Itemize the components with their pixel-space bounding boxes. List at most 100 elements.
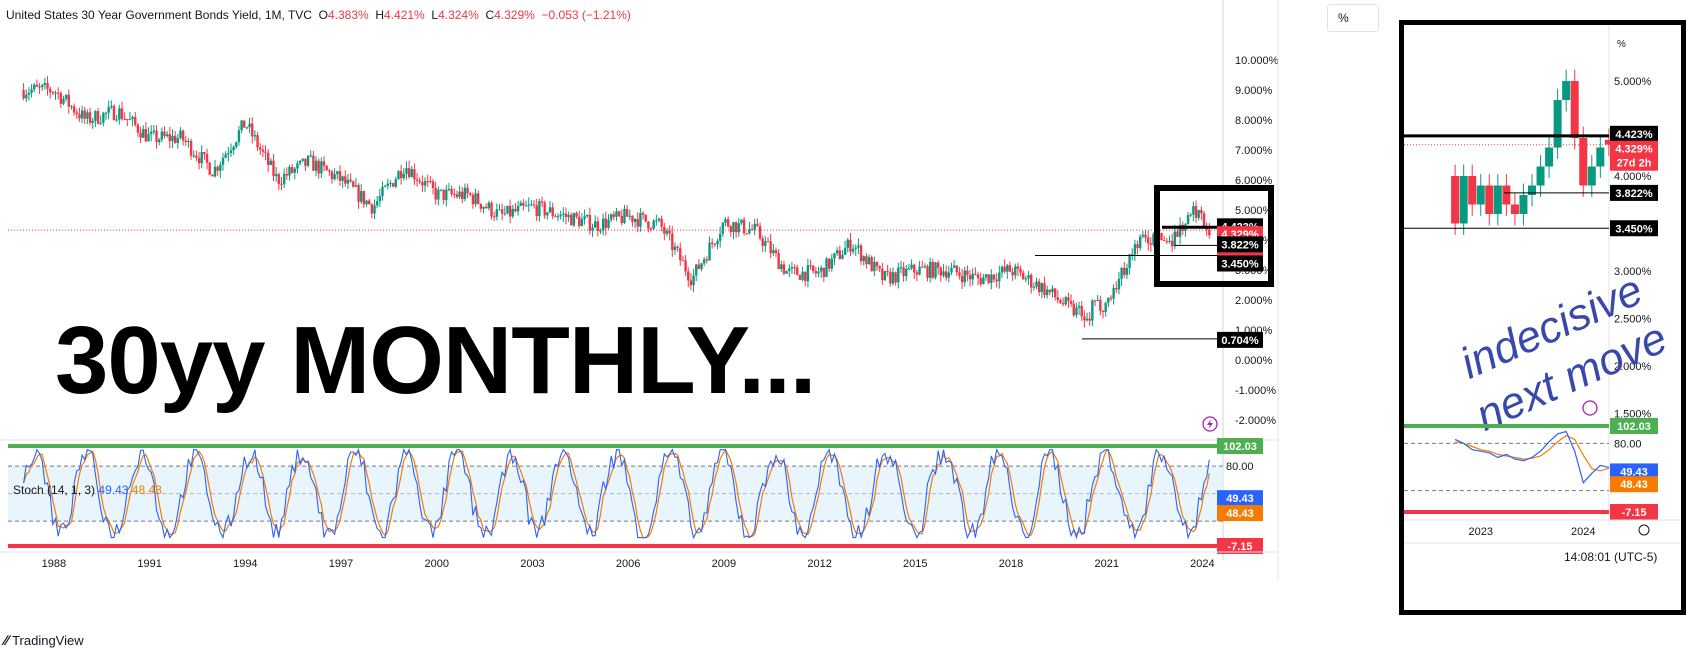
candle: [676, 246, 679, 249]
candle: [936, 262, 940, 268]
candle: [301, 158, 304, 161]
candle: [453, 193, 456, 195]
candle: [251, 123, 254, 137]
candle: [687, 271, 690, 281]
candle: [633, 219, 637, 222]
candle: [59, 93, 63, 104]
candle: [1170, 240, 1174, 247]
candle: [487, 202, 491, 209]
candle: [846, 239, 849, 248]
candle: [126, 118, 129, 120]
candle: [1109, 297, 1113, 299]
candle: [1165, 241, 1169, 243]
candle: [971, 273, 974, 280]
candle: [1101, 310, 1105, 313]
candle: [1096, 299, 1099, 301]
y-tick-label: 7.000%: [1235, 145, 1273, 157]
zoom-badge-countdown: 27d 2h: [1617, 158, 1652, 170]
candle: [806, 265, 810, 282]
zoom-badge-countdown-bg: [1610, 154, 1658, 171]
candle: [721, 222, 725, 234]
candle: [304, 158, 307, 166]
candle: [992, 274, 996, 280]
candle: [123, 118, 126, 120]
candle: [641, 213, 645, 215]
candle: [631, 215, 634, 222]
candle: [208, 162, 211, 175]
zoom-chart[interactable]: 5.000% 4.000% 3.000% 2.500% 2.000% 1.500%% 4.4…: [1404, 25, 1681, 610]
candle: [38, 86, 41, 88]
candle: [657, 218, 661, 221]
candle: [205, 154, 209, 163]
candle: [41, 84, 44, 87]
candle: [540, 201, 544, 203]
candle: [966, 270, 969, 276]
zoom-badge-level-3-bg: [1610, 220, 1658, 237]
candle: [652, 220, 655, 229]
candle: [306, 156, 310, 166]
candle: [1192, 206, 1195, 215]
zoom-candle: [1510, 204, 1519, 214]
candle: [33, 84, 36, 90]
candle: [617, 211, 621, 216]
stoch-80-label: 80.00: [1226, 461, 1254, 473]
candle: [511, 208, 514, 217]
tradingview-logo[interactable]: ⁄⁄ TradingView: [4, 632, 84, 648]
unit-button[interactable]: %: [1327, 4, 1379, 32]
candle: [625, 208, 629, 217]
candle: [471, 194, 475, 205]
candle: [987, 274, 990, 283]
candle: [737, 223, 740, 233]
zoom-candle: [1485, 185, 1494, 214]
candle: [290, 166, 294, 173]
candle: [703, 259, 706, 264]
candle: [681, 260, 685, 262]
candle: [1160, 233, 1163, 241]
candle: [1040, 283, 1044, 293]
candle: [740, 219, 743, 224]
candle: [700, 263, 703, 269]
candle: [142, 129, 145, 138]
candle: [381, 186, 384, 197]
candle: [849, 239, 852, 252]
x-tick-label: 2003: [520, 558, 544, 570]
candle: [80, 110, 84, 119]
candle: [447, 188, 451, 190]
candle: [219, 164, 222, 171]
candle: [881, 268, 884, 281]
highlight-box: [1154, 185, 1274, 287]
candle: [322, 161, 326, 166]
candle: [923, 266, 927, 268]
candle: [679, 248, 682, 261]
price-chart[interactable]: 10.000%9.000%8.000%7.000%6.000%5.000%4.0…: [0, 0, 1380, 648]
zoom-y-tick: 5.000%: [1614, 76, 1652, 88]
open-value: 4.383%: [327, 8, 369, 22]
candle: [695, 264, 698, 276]
candle: [410, 169, 413, 178]
candle: [391, 183, 395, 187]
candle: [498, 209, 501, 211]
candle: [601, 218, 605, 231]
candle: [780, 264, 783, 270]
symbol-header[interactable]: United States 30 Year Government Bonds Y…: [6, 8, 631, 22]
zoom-badge-level-1: 4.423%: [1615, 129, 1653, 141]
candle: [522, 202, 525, 206]
candle: [1152, 233, 1155, 245]
candle: [352, 181, 355, 187]
candle: [514, 208, 517, 212]
candle: [1061, 303, 1065, 305]
candle: [163, 131, 166, 136]
candle: [46, 83, 49, 89]
zoom-candle: [1502, 185, 1511, 205]
candle: [995, 279, 998, 282]
candle: [851, 248, 855, 252]
candle: [854, 247, 857, 249]
candle: [298, 160, 302, 164]
candle: [620, 215, 623, 224]
candle: [378, 196, 382, 202]
candle: [64, 94, 68, 99]
stoch-upper-badge: 102.03: [1223, 441, 1257, 453]
candle: [1088, 318, 1091, 321]
candle: [766, 241, 770, 243]
stoch-legend[interactable]: Stoch (14, 1, 3) 49.43 48.43: [13, 483, 162, 497]
